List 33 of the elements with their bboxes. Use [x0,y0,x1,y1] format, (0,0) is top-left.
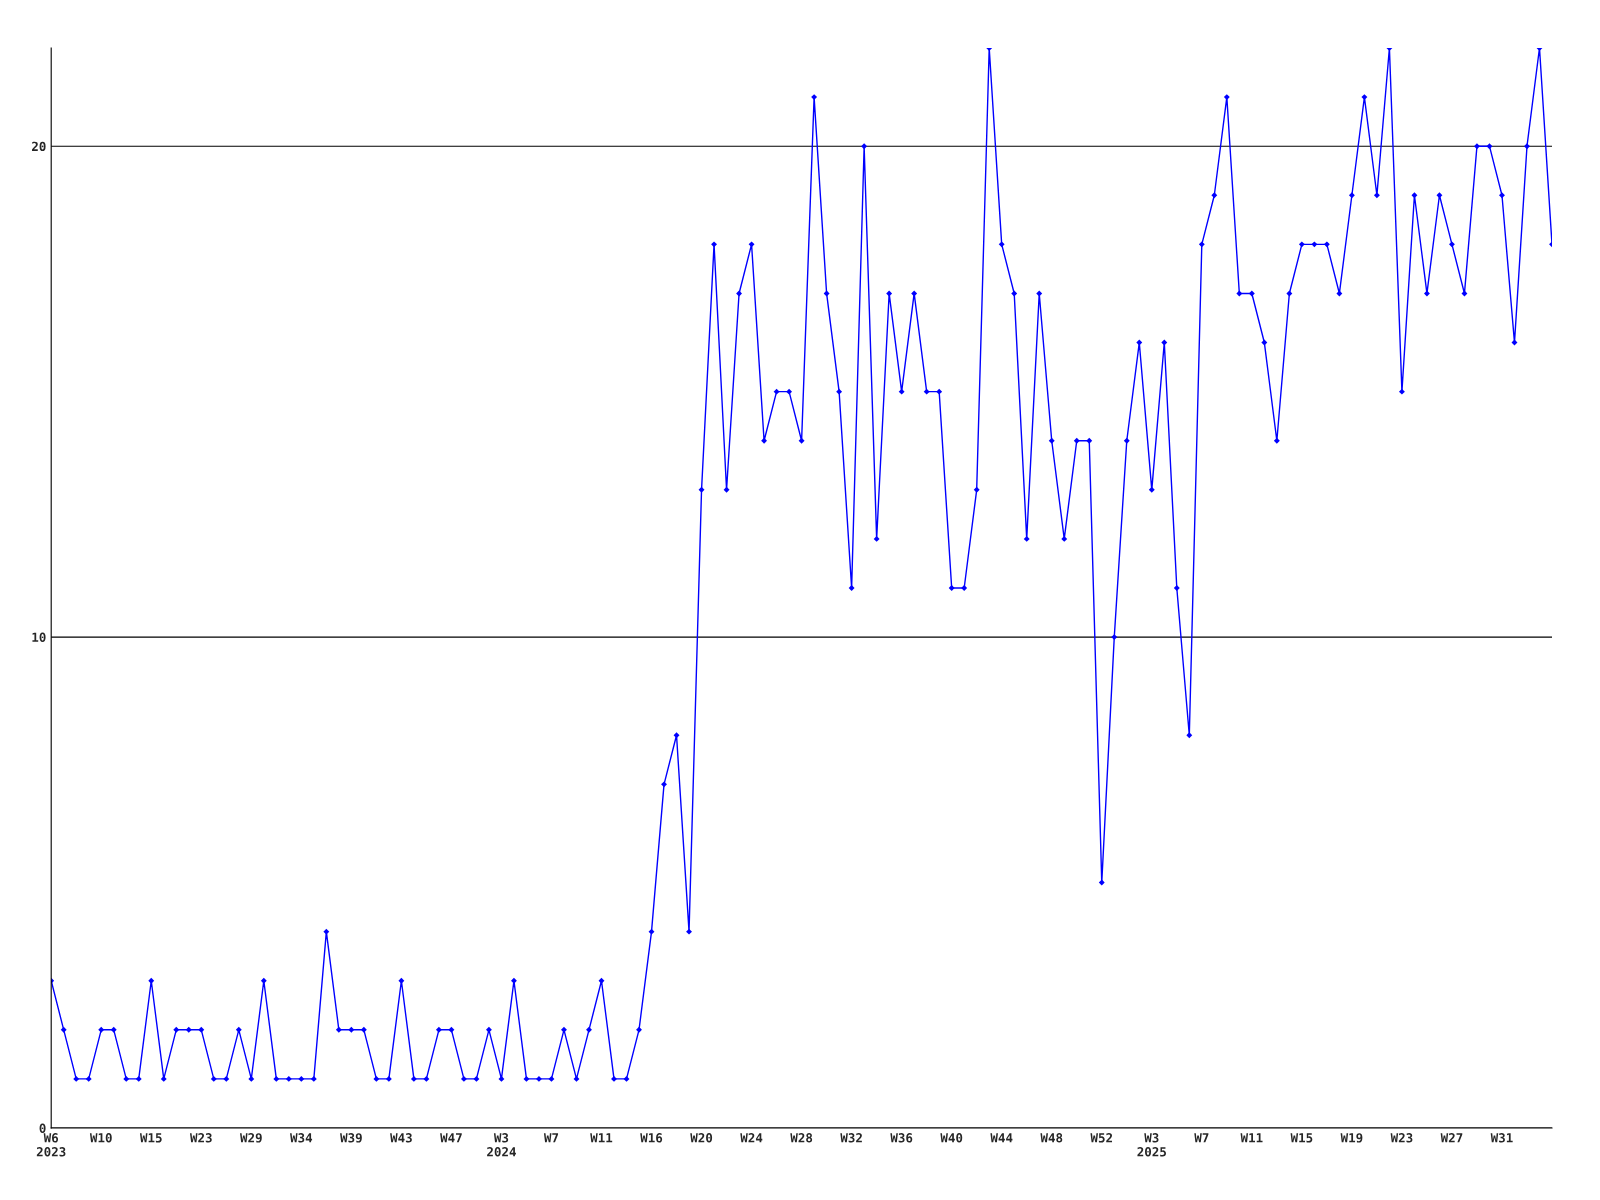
x-tick-label: W32 [840,1133,862,1143]
x-tick-label: W40 [940,1133,963,1143]
x-tick-label: W52 [1090,1133,1113,1143]
x-tick-label: W43 [390,1133,412,1143]
x-tick-label: W24 [740,1133,763,1143]
x-tick-label: W11 [590,1133,613,1143]
x-tick-label: W3 2025 [1137,1133,1166,1157]
x-tick-label: W7 [543,1133,559,1143]
x-tick-label: W36 [890,1133,913,1143]
x-tick-label: W44 [990,1133,1013,1143]
x-tick-label: W29 [240,1133,262,1143]
x-tick-label: W19 [1340,1133,1363,1143]
x-tick-label: W47 [440,1133,462,1143]
x-tick-label: W31 [1490,1133,1513,1143]
x-tick-label: W20 [690,1133,713,1143]
x-tick-label: W34 [290,1133,313,1143]
x-tick-label: W7 [1194,1133,1209,1143]
x-tick-label: W3 2024 [487,1133,516,1157]
x-tick-label: W15 [1290,1133,1313,1143]
x-tick-label: W27 [1440,1133,1463,1143]
x-tick-label: W6 2023 [36,1133,66,1157]
y-tick-label: 0 [39,1123,46,1133]
x-tick-label: W23 [1390,1133,1413,1143]
x-tick-label: W23 [189,1133,212,1143]
x-tick-label: W16 [640,1133,663,1143]
y-tick-label: 10 [32,632,46,643]
y-tick-label: 20 [31,141,46,152]
x-tick-label: W11 [1240,1133,1263,1143]
x-tick-label: W28 [790,1133,813,1143]
x-tick-label: W39 [340,1133,362,1143]
x-tick-label: W48 [1040,1133,1063,1143]
x-tick-label: W10 [89,1133,112,1143]
x-tick-label: W15 [139,1133,162,1143]
